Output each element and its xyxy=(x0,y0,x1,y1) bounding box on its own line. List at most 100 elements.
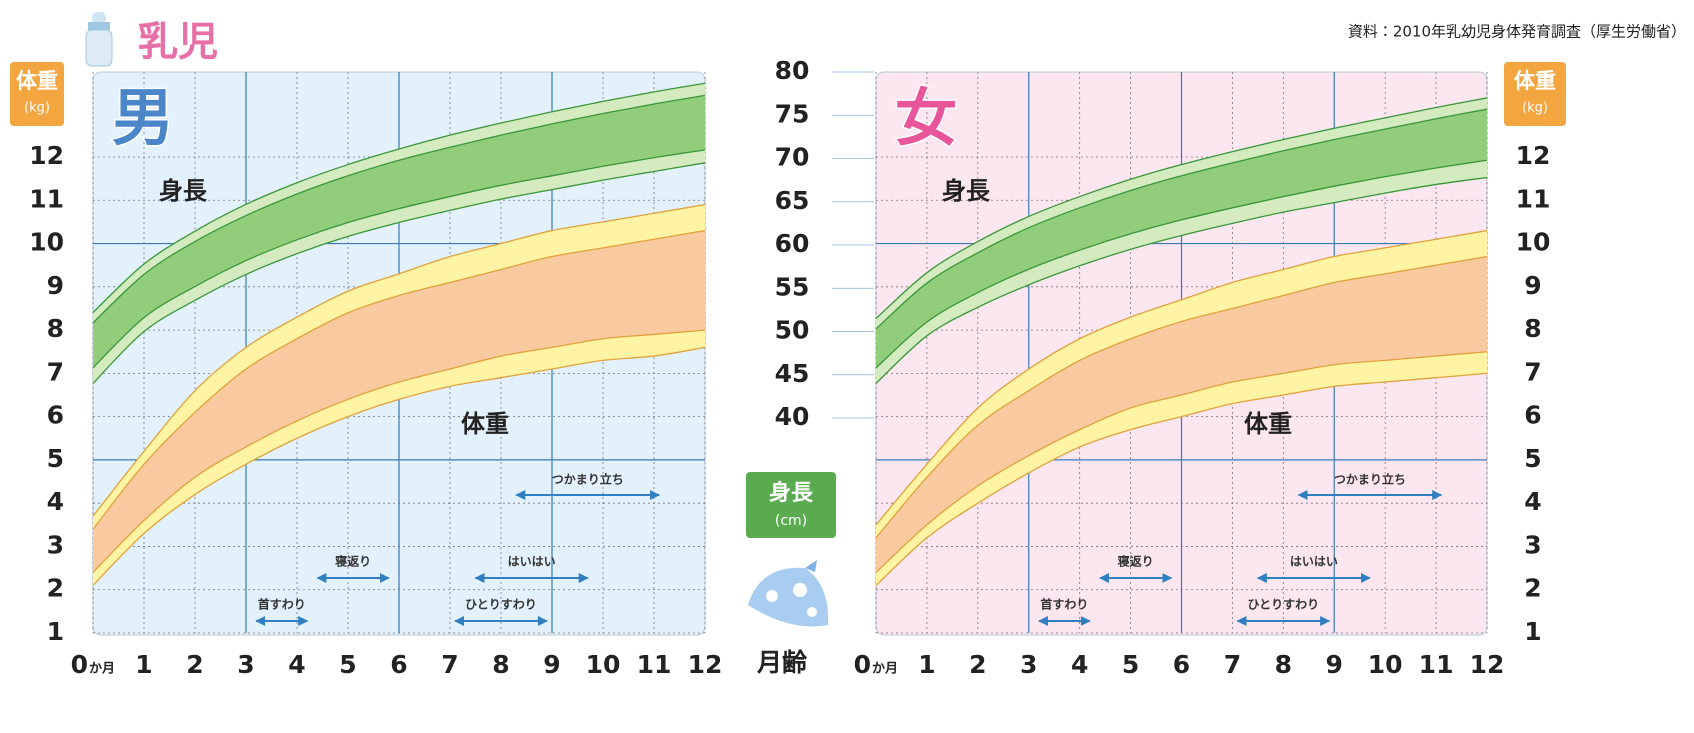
y-tick-label: 8 xyxy=(47,314,64,343)
bottle-icon xyxy=(85,12,113,67)
x-tick-label: 4 xyxy=(288,650,305,679)
y-tick-label: 6 xyxy=(47,401,64,430)
milestone-label: 首すわり xyxy=(1040,597,1088,612)
percentile-line xyxy=(875,176,1488,384)
x-tick-label: 8 xyxy=(1275,650,1292,679)
height-badge xyxy=(746,472,836,538)
x-tick-label: 7 xyxy=(441,650,458,679)
milestone-label: 寝返り xyxy=(1118,554,1154,569)
height-axis-unit: (cm) xyxy=(775,513,807,529)
milestone-label: はいはい xyxy=(1290,555,1338,569)
y-tick-label: 5 xyxy=(47,444,64,473)
weight-axis-label: 体重 xyxy=(16,69,58,93)
y-tick-label: 2 xyxy=(47,574,64,603)
milestone-label: 首すわり xyxy=(258,597,306,612)
weight-axis-unit: (kg) xyxy=(24,101,50,116)
inner-band xyxy=(876,109,1487,368)
hat-icon xyxy=(748,560,829,627)
x-tick-label: 8 xyxy=(492,650,509,679)
x-tick-label: 11 xyxy=(637,650,672,679)
percentile-line xyxy=(92,94,706,324)
age-axis-label: 月齢 xyxy=(756,648,807,677)
x-unit: か月 xyxy=(89,662,115,677)
y2-tick-label: 65 xyxy=(775,186,810,215)
milestone-label: はいはい xyxy=(508,555,556,569)
percentile-line xyxy=(875,159,1488,369)
y-tick-label: 3 xyxy=(1524,530,1541,559)
x-tick-label: 0 xyxy=(854,650,871,679)
percentile-line xyxy=(92,346,706,586)
panel-title: 女 xyxy=(895,81,957,154)
y-tick-label: 11 xyxy=(29,184,64,213)
y2-tick-label: 60 xyxy=(775,229,810,258)
y2-tick-label: 75 xyxy=(775,99,810,128)
y-tick-label: 10 xyxy=(29,228,64,257)
y-tick-label: 1 xyxy=(1524,617,1541,646)
x-tick-label: 7 xyxy=(1224,650,1241,679)
percentile-line xyxy=(92,149,706,369)
y-tick-label: 1 xyxy=(47,617,64,646)
y2-tick-label: 50 xyxy=(775,316,810,345)
x-tick-label: 1 xyxy=(135,650,152,679)
percentile-line xyxy=(92,162,706,384)
y-tick-label: 12 xyxy=(1516,141,1551,170)
weight-badge xyxy=(10,62,64,126)
x-tick-label: 10 xyxy=(586,650,621,679)
x-tick-label: 5 xyxy=(339,650,356,679)
x-tick-label: 11 xyxy=(1419,650,1454,679)
y-tick-label: 4 xyxy=(47,487,64,516)
x-tick-label: 6 xyxy=(390,650,407,679)
x-tick-label: 2 xyxy=(186,650,203,679)
percentile-line xyxy=(875,97,1488,320)
y-tick-label: 6 xyxy=(1524,401,1541,430)
weight-badge xyxy=(1504,62,1566,126)
y-tick-label: 7 xyxy=(1524,357,1541,386)
height-axis-label: 身長 xyxy=(769,480,814,506)
panel-title: 男 xyxy=(112,81,174,154)
y-tick-label: 10 xyxy=(1516,228,1551,257)
y2-tick-label: 55 xyxy=(775,272,810,301)
weight-axis-label: 体重 xyxy=(1514,69,1556,93)
milestone-label: ひとりすわり xyxy=(465,598,537,612)
x-tick-label: 9 xyxy=(543,650,560,679)
x-tick-label: 1 xyxy=(918,650,935,679)
x-tick-label: 9 xyxy=(1326,650,1343,679)
inner-band xyxy=(876,256,1487,573)
inner-band xyxy=(93,230,705,573)
percentile-line xyxy=(875,108,1488,330)
x-tick-label: 12 xyxy=(1470,650,1505,679)
y2-tick-label: 45 xyxy=(775,359,810,388)
x-tick-label: 3 xyxy=(237,650,254,679)
percentile-line xyxy=(875,229,1488,526)
x-tick-label: 6 xyxy=(1173,650,1190,679)
percentile-line xyxy=(92,203,706,517)
x-unit: か月 xyxy=(872,662,898,677)
x-tick-label: 12 xyxy=(688,650,723,679)
percentile-line xyxy=(92,82,706,313)
percentile-line xyxy=(92,229,706,530)
milestone-label: つかまり立ち xyxy=(552,472,624,487)
percentile-line xyxy=(875,372,1488,586)
y-tick-label: 9 xyxy=(47,271,64,300)
y-tick-label: 12 xyxy=(29,141,64,170)
y-tick-label: 7 xyxy=(47,357,64,386)
y-tick-label: 5 xyxy=(1524,444,1541,473)
percentile-line xyxy=(875,255,1488,539)
x-tick-label: 10 xyxy=(1368,650,1403,679)
group-label: 身長 xyxy=(159,177,207,205)
percentile-line xyxy=(875,351,1488,573)
x-tick-label: 2 xyxy=(969,650,986,679)
milestone-label: 寝返り xyxy=(335,554,371,569)
y2-tick-label: 70 xyxy=(775,143,810,172)
y-tick-label: 8 xyxy=(1524,314,1541,343)
x-tick-label: 4 xyxy=(1071,650,1088,679)
milestone-label: ひとりすわり xyxy=(1248,598,1320,612)
y-tick-label: 11 xyxy=(1516,184,1551,213)
page-title: 乳児 xyxy=(138,19,218,65)
y2-tick-label: 80 xyxy=(775,56,810,85)
inner-band xyxy=(93,95,705,368)
group-label: 体重 xyxy=(1244,410,1292,438)
y-tick-label: 9 xyxy=(1524,271,1541,300)
percentile-line xyxy=(92,329,706,573)
